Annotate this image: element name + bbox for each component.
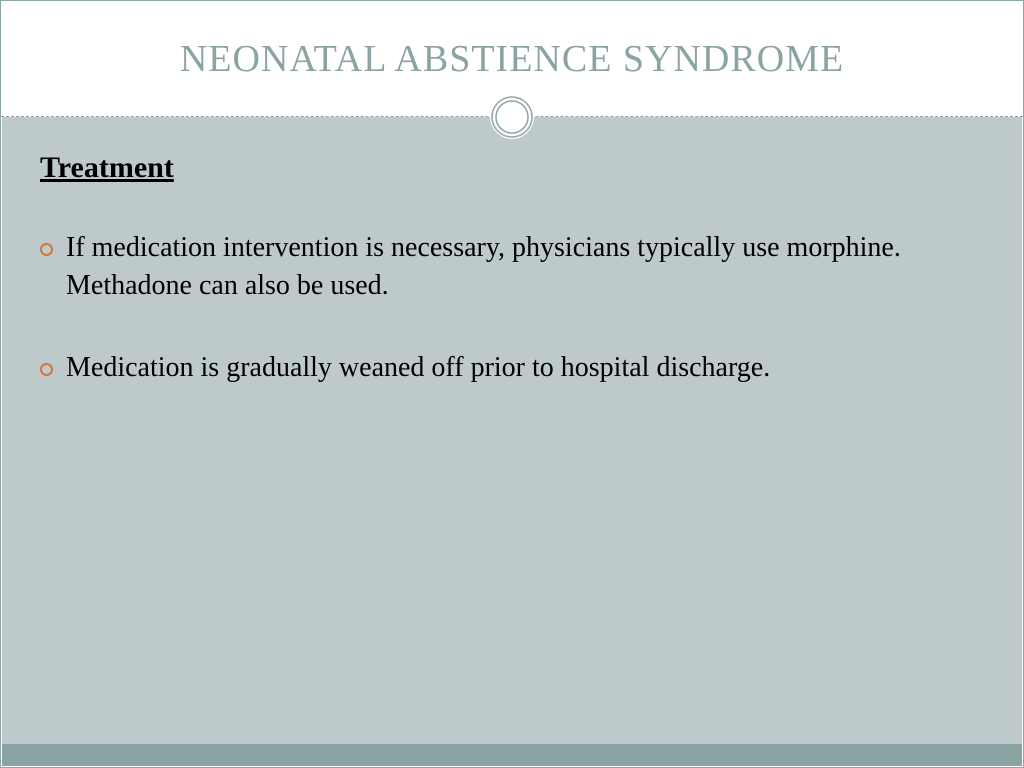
bullet-list: If medication intervention is necessary,… (2, 185, 1022, 386)
bullet-item: If medication intervention is necessary,… (66, 229, 972, 305)
circle-ornament-icon (490, 95, 534, 139)
presentation-slide: NEONATAL ABSTIENCE SYNDROME Treatment If… (0, 0, 1024, 768)
slide-title: NEONATAL ABSTIENCE SYNDROME (180, 37, 844, 81)
bottom-accent-bar (2, 744, 1022, 766)
bullet-item: Medication is gradually weaned off prior… (66, 349, 972, 387)
content-area: Treatment If medication intervention is … (2, 117, 1022, 766)
